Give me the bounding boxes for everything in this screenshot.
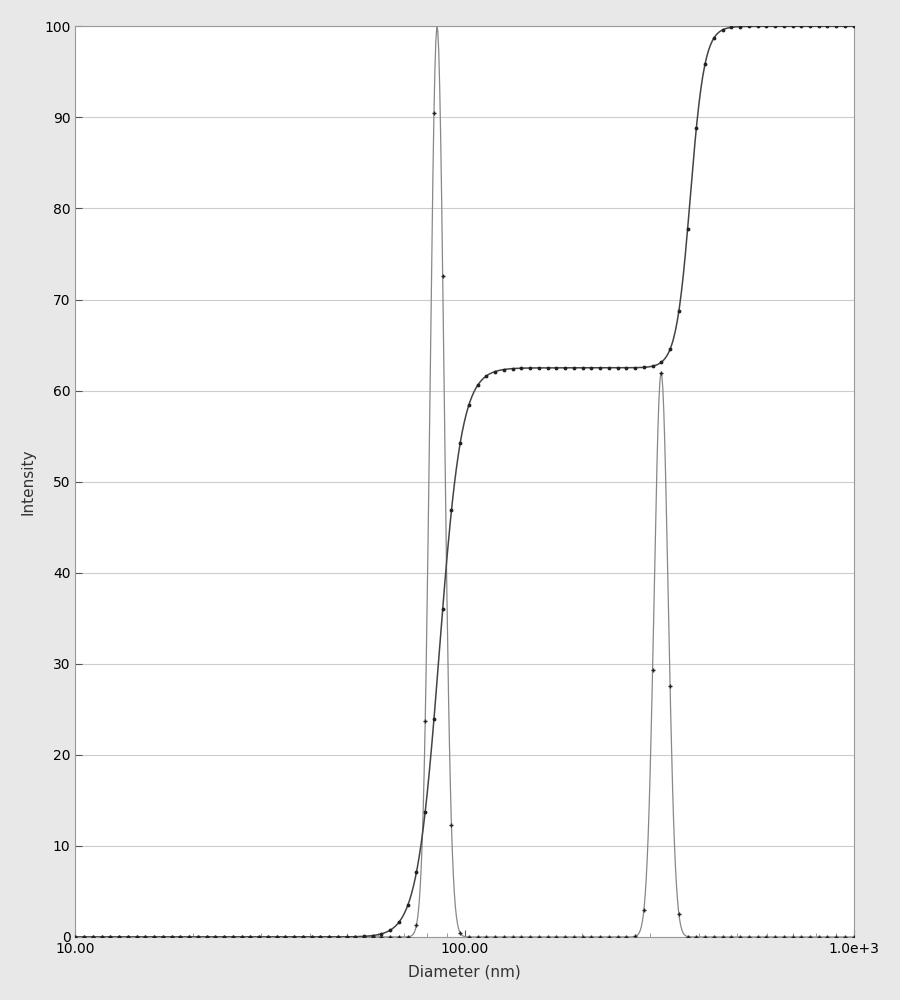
Y-axis label: Intensity: Intensity bbox=[21, 448, 36, 515]
X-axis label: Diameter (nm): Diameter (nm) bbox=[409, 964, 521, 979]
